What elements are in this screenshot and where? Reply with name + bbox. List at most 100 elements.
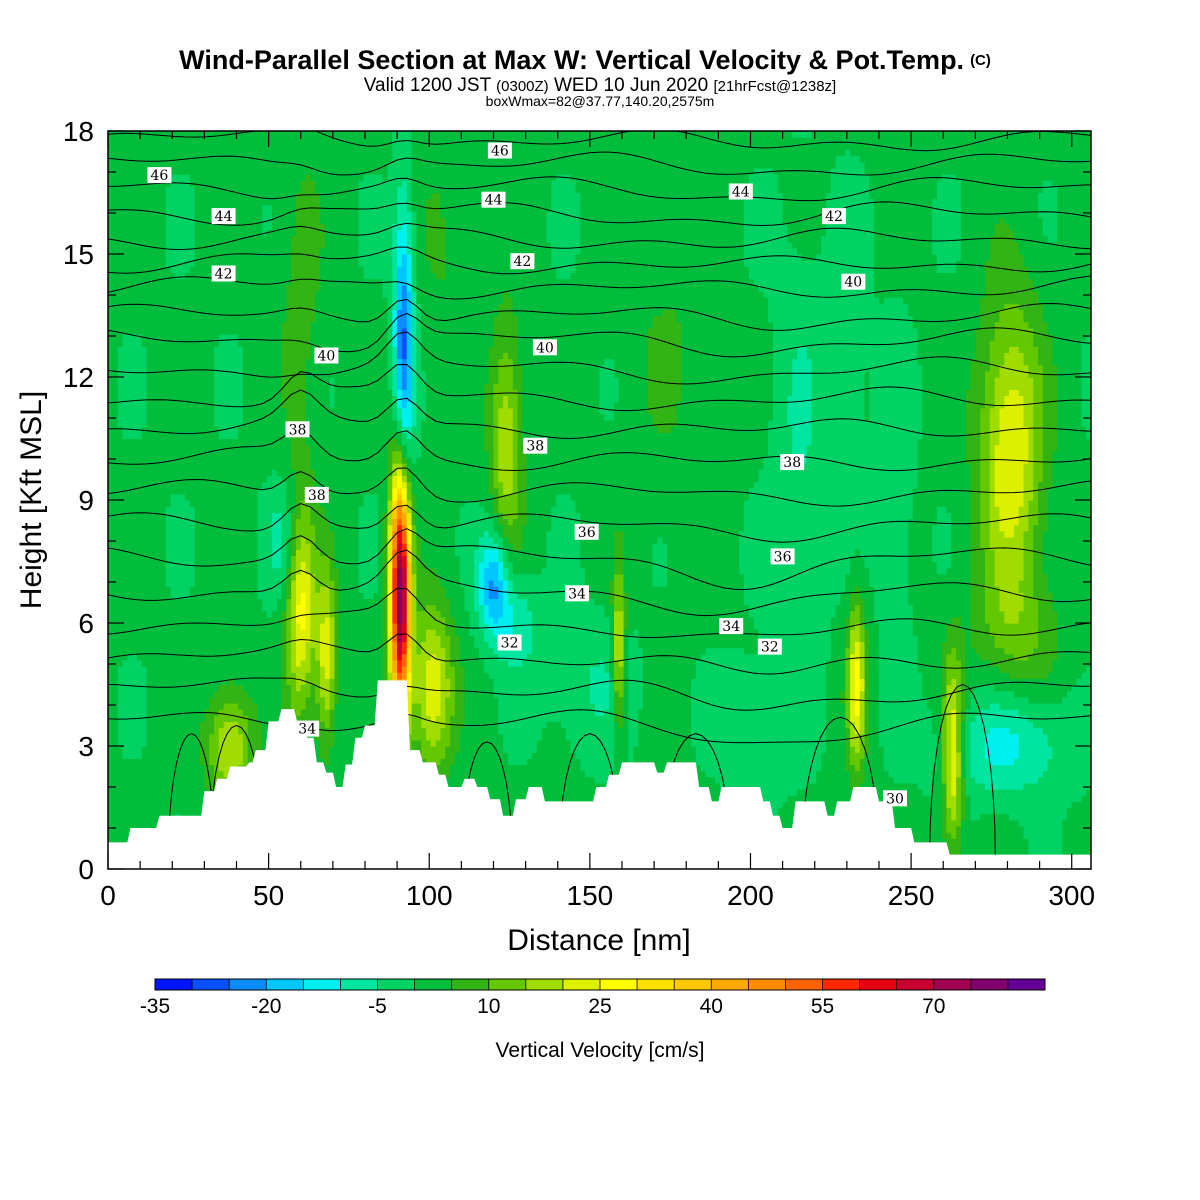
velocity-cell: [488, 746, 495, 753]
velocity-cell: [112, 721, 119, 729]
velocity-cell: [479, 770, 485, 778]
velocity-cell: [888, 764, 895, 772]
velocity-cell: [854, 782, 861, 790]
velocity-cell: [922, 832, 928, 839]
velocity-cell: [975, 801, 981, 809]
velocity-cell: [570, 776, 577, 784]
velocity-cell: [984, 721, 991, 729]
velocity-cell: [1057, 733, 1063, 741]
velocity-cell: [1028, 825, 1034, 833]
velocity-cell: [541, 776, 548, 784]
velocity-cell: [560, 721, 567, 729]
chart-title: Wind-Parallel Section at Max W: Vertical…: [179, 45, 991, 75]
velocity-cell: [927, 739, 933, 747]
velocity-cell: [551, 789, 557, 796]
velocity-cell: [560, 782, 567, 790]
velocity-cell: [459, 727, 466, 735]
velocity-cell: [1081, 727, 1087, 735]
velocity-cell: [638, 739, 644, 747]
velocity-cell: [127, 746, 133, 753]
velocity-cell: [965, 850, 972, 858]
velocity-cell: [170, 789, 177, 796]
velocity-cell: [907, 739, 914, 747]
velocity-cell: [878, 776, 885, 784]
velocity-cell: [348, 752, 355, 759]
velocity-cell: [989, 832, 996, 839]
velocity-cell: [883, 733, 890, 741]
velocity-cell: [888, 782, 895, 790]
velocity-cell: [975, 825, 981, 833]
velocity-cell: [1071, 727, 1078, 735]
velocity-cell: [546, 776, 552, 784]
velocity-cell: [835, 782, 842, 790]
velocity-cell: [218, 752, 225, 759]
velocity-cell: [324, 764, 331, 772]
velocity-cell: [180, 727, 186, 735]
velocity-cell: [946, 746, 952, 753]
velocity-cell: [927, 721, 933, 729]
velocity-cell: [604, 739, 610, 747]
velocity-cell: [801, 782, 808, 790]
velocity-cell: [565, 739, 572, 747]
velocity-cell: [763, 764, 769, 772]
velocity-cell: [1004, 721, 1010, 729]
velocity-cell: [989, 825, 996, 833]
velocity-cell: [912, 832, 919, 839]
velocity-cell: [112, 752, 119, 759]
velocity-cell: [141, 770, 148, 778]
velocity-cell: [199, 727, 205, 735]
velocity-cell: [936, 770, 943, 778]
velocity-cell: [1057, 813, 1063, 821]
velocity-cell: [214, 770, 220, 778]
velocity-cell: [469, 746, 475, 753]
velocity-cell: [922, 782, 928, 790]
velocity-cell: [541, 752, 548, 759]
velocity-cell: [994, 801, 1001, 809]
velocity-cell: [984, 770, 991, 778]
velocity-cell: [556, 727, 562, 735]
velocity-cell: [238, 721, 244, 729]
velocity-cell: [353, 721, 360, 729]
velocity-cell: [700, 752, 707, 759]
velocity-cell: [878, 739, 885, 747]
velocity-cell: [931, 782, 938, 790]
velocity-cell: [551, 733, 557, 741]
velocity-cell: [1066, 795, 1073, 802]
velocity-cell: [758, 746, 764, 753]
velocity-cell: [744, 770, 750, 778]
velocity-cell: [1013, 850, 1020, 858]
chart-title-mark: (C): [970, 52, 991, 69]
velocity-cell: [532, 776, 538, 784]
velocity-cell: [965, 752, 972, 759]
velocity-cell: [527, 758, 533, 766]
velocity-cell: [353, 733, 360, 741]
velocity-cell: [960, 807, 967, 815]
velocity-cell: [479, 739, 485, 747]
velocity-cell: [782, 776, 789, 784]
velocity-cell: [782, 727, 789, 735]
velocity-cell: [315, 733, 321, 741]
velocity-cell: [522, 795, 528, 802]
velocity-cell: [960, 850, 967, 858]
velocity-cell: [204, 782, 210, 790]
velocity-cell: [1076, 752, 1082, 759]
velocity-cell: [228, 721, 234, 729]
velocity-cell: [1071, 844, 1078, 852]
velocity-cell: [927, 807, 933, 815]
velocity-cell: [136, 819, 143, 827]
velocity-cell: [1023, 801, 1029, 809]
velocity-cell: [657, 721, 663, 729]
velocity-cell: [994, 764, 1001, 772]
velocity-cell: [806, 795, 813, 802]
velocity-cell: [1023, 807, 1029, 815]
velocity-cell: [613, 764, 620, 772]
velocity-cell: [671, 727, 678, 735]
velocity-cell: [503, 764, 509, 772]
velocity-cell: [903, 819, 909, 827]
velocity-cell: [1062, 807, 1068, 815]
velocity-cell: [151, 819, 157, 827]
velocity-cell: [1062, 801, 1068, 809]
velocity-cell: [724, 770, 731, 778]
velocity-cell: [777, 764, 784, 772]
velocity-cell: [459, 758, 466, 766]
